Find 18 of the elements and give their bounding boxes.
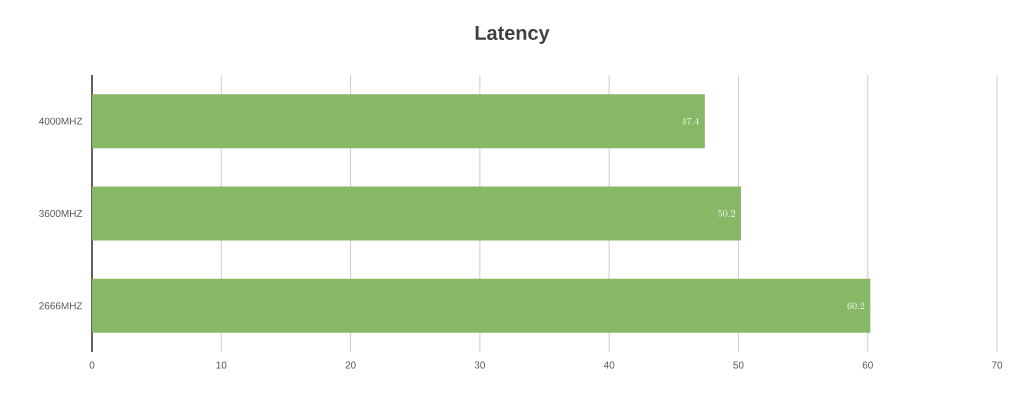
y-tick-label: 2666MHZ xyxy=(39,302,83,310)
bar xyxy=(92,186,742,241)
x-tick-label: 10 xyxy=(216,361,227,369)
x-tick-label: 60 xyxy=(862,361,873,369)
x-tick-label: 0 xyxy=(89,361,95,369)
y-tick-label: 3600MHZ xyxy=(39,209,83,218)
bar xyxy=(92,278,871,333)
x-tick-label: 30 xyxy=(474,361,486,369)
data-label: 47.4 xyxy=(681,117,700,125)
data-label: 60.2 xyxy=(847,302,865,310)
x-tick-label: 70 xyxy=(991,361,1003,369)
data-label: 50.2 xyxy=(718,210,735,217)
x-tick-label: 40 xyxy=(603,361,615,369)
x-tick-label: 20 xyxy=(345,361,356,369)
chart-title: Latency xyxy=(475,26,550,44)
y-tick-label: 4000MHZ xyxy=(38,117,83,125)
x-tick-label: 50 xyxy=(733,361,744,369)
bar xyxy=(92,94,705,149)
